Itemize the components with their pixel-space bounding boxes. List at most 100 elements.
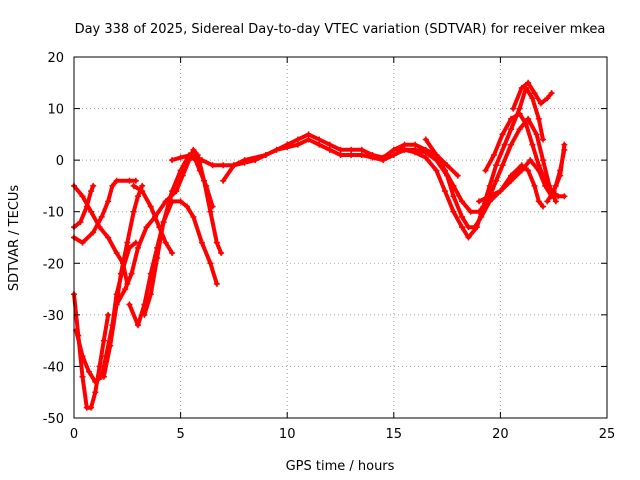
data-point-marker	[207, 260, 214, 267]
data-point-marker	[450, 208, 457, 215]
data-point-marker	[132, 239, 139, 246]
data-point-marker	[220, 162, 227, 169]
data-point-marker	[508, 172, 515, 179]
data-point-marker	[241, 157, 248, 164]
data-point-marker	[497, 188, 504, 195]
data-point-marker	[499, 162, 506, 169]
data-point-marker	[501, 141, 508, 148]
data-point-marker	[122, 286, 129, 293]
data-point-marker	[390, 146, 397, 153]
data-point-marker	[482, 167, 489, 174]
data-point-marker	[358, 151, 365, 158]
data-series	[71, 79, 568, 411]
data-point-marker	[531, 182, 538, 189]
data-point-marker	[525, 115, 532, 122]
data-point-marker	[147, 291, 154, 298]
series-line	[483, 111, 567, 199]
data-point-marker	[105, 198, 112, 205]
series-track-13	[390, 84, 547, 241]
data-point-marker	[348, 146, 355, 153]
data-point-marker	[540, 203, 547, 210]
series-track-1	[71, 182, 97, 231]
data-point-marker	[90, 182, 97, 189]
series-track-15	[476, 146, 568, 205]
data-point-marker	[209, 203, 216, 210]
data-point-marker	[139, 182, 146, 189]
data-point-marker	[561, 193, 568, 200]
series-track-16	[510, 79, 555, 112]
data-point-marker	[141, 311, 148, 318]
data-point-marker	[305, 131, 312, 138]
data-point-marker	[535, 167, 542, 174]
data-point-marker	[535, 115, 542, 122]
data-point-marker	[143, 224, 150, 231]
data-point-marker	[499, 131, 506, 138]
data-point-marker	[441, 188, 448, 195]
data-point-marker	[444, 162, 451, 169]
series-track-6	[100, 182, 146, 380]
data-point-marker	[552, 198, 559, 205]
y-tick-label: -10	[43, 206, 64, 221]
series-line	[221, 116, 558, 214]
data-point-marker	[105, 311, 112, 318]
data-point-marker	[105, 234, 112, 241]
data-point-marker	[467, 208, 474, 215]
data-point-marker	[198, 239, 205, 246]
data-point-marker	[88, 404, 95, 411]
series-line	[131, 183, 175, 255]
series-line	[170, 137, 545, 230]
x-axis-label: GPS time / hours	[286, 459, 395, 474]
data-point-marker	[518, 84, 525, 91]
x-tick-label: 15	[386, 427, 403, 442]
data-point-marker	[540, 157, 547, 164]
data-point-marker	[98, 213, 105, 220]
series-track-12	[220, 115, 559, 215]
data-point-marker	[218, 249, 225, 256]
data-point-marker	[561, 141, 568, 148]
data-point-marker	[169, 198, 176, 205]
series-line	[72, 292, 111, 410]
data-point-marker	[203, 182, 210, 189]
data-point-marker	[132, 177, 139, 184]
data-point-marker	[518, 167, 525, 174]
data-point-marker	[198, 157, 205, 164]
data-point-marker	[128, 270, 135, 277]
data-point-marker	[130, 182, 137, 189]
data-point-marker	[535, 198, 542, 205]
series-line	[391, 85, 545, 240]
series-line	[423, 137, 460, 178]
data-point-marker	[305, 136, 312, 143]
y-axis-label: SDTVAR / TECUs	[7, 185, 22, 292]
series-line	[114, 147, 224, 307]
data-point-marker	[88, 188, 95, 195]
data-point-marker	[476, 198, 483, 205]
series-line	[72, 183, 130, 286]
data-point-marker	[284, 141, 291, 148]
x-tick-label: 10	[279, 427, 296, 442]
data-point-marker	[508, 141, 515, 148]
data-point-marker	[316, 136, 323, 143]
y-tick-label: -30	[43, 309, 64, 324]
data-point-marker	[134, 193, 141, 200]
data-point-marker	[79, 193, 86, 200]
data-point-marker	[326, 146, 333, 153]
data-point-marker	[525, 79, 532, 86]
data-point-marker	[508, 126, 515, 133]
data-point-marker	[516, 105, 523, 112]
data-point-marker	[113, 177, 120, 184]
data-point-marker	[79, 239, 86, 246]
data-point-marker	[401, 146, 408, 153]
data-point-marker	[179, 172, 186, 179]
y-tick-label: 0	[56, 154, 64, 169]
data-point-marker	[493, 162, 500, 169]
chart-title: Day 338 of 2025, Sidereal Day-to-day VTE…	[75, 22, 606, 37]
y-tick-label: 10	[47, 103, 64, 118]
plot-frame	[73, 56, 608, 419]
data-point-marker	[422, 154, 429, 161]
data-point-marker	[454, 172, 461, 179]
data-point-marker	[527, 157, 534, 164]
data-point-marker	[326, 141, 333, 148]
series-track-10	[130, 182, 176, 256]
data-point-marker	[401, 141, 408, 148]
series-track-9	[141, 198, 220, 318]
